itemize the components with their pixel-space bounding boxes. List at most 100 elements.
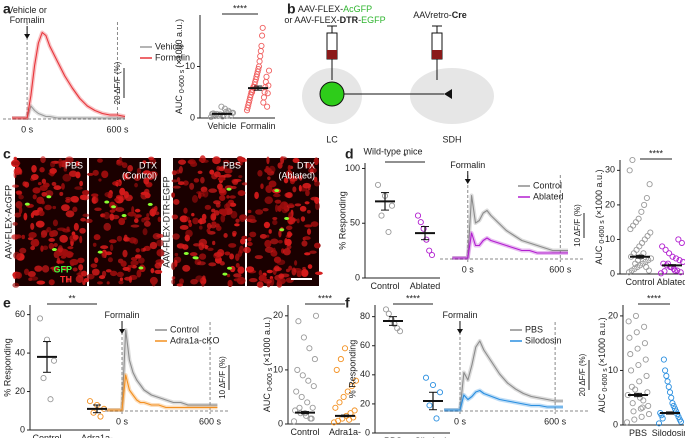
data-point xyxy=(629,400,636,407)
infected-cells xyxy=(319,81,345,107)
y-tick-label: 0 xyxy=(365,427,370,437)
cell xyxy=(94,257,99,264)
cell xyxy=(264,239,272,248)
cell xyxy=(300,216,306,222)
label-unit: (×1000 a.u.) xyxy=(597,317,607,366)
cell xyxy=(272,247,276,254)
data-point xyxy=(679,258,685,265)
cell xyxy=(313,176,318,183)
cell xyxy=(172,233,180,240)
trace xyxy=(452,232,568,259)
cell xyxy=(292,186,297,193)
cell xyxy=(270,238,279,245)
cell xyxy=(75,171,81,179)
data-point xyxy=(290,418,298,425)
data-point xyxy=(632,219,639,226)
cell xyxy=(171,192,176,198)
cell xyxy=(227,279,233,288)
cell xyxy=(190,278,198,285)
data-point xyxy=(642,356,649,363)
micrographs: PBS DTX(Control)PBS DTX(Ablated) xyxy=(11,155,323,288)
cell xyxy=(171,179,178,183)
cell xyxy=(68,170,78,177)
data-point xyxy=(671,405,678,412)
cell xyxy=(278,230,282,238)
legend-label: Silodosin xyxy=(525,335,562,345)
y-axis-label: AUC 0-600 s(×1000 a.u.) xyxy=(174,19,185,114)
y-axis-label: % Responding xyxy=(337,191,347,250)
axon-terminal xyxy=(444,89,452,99)
cell xyxy=(142,160,147,165)
cell xyxy=(101,251,106,259)
condition-label: PBS xyxy=(65,160,83,170)
gfp-cell xyxy=(138,266,144,270)
cell xyxy=(210,224,217,229)
cell xyxy=(207,247,214,251)
cell xyxy=(223,203,230,210)
cell xyxy=(115,207,125,213)
data-point xyxy=(433,415,440,422)
data-point xyxy=(97,413,104,420)
caption: Wild-type mice xyxy=(363,146,422,156)
cell xyxy=(300,269,309,278)
data-point xyxy=(669,253,676,260)
cell xyxy=(149,241,158,250)
cell xyxy=(48,279,55,286)
cell xyxy=(12,282,20,288)
cell xyxy=(92,169,99,176)
cell xyxy=(65,196,72,201)
cell xyxy=(124,194,133,202)
region-label: LC xyxy=(326,134,338,144)
cell xyxy=(59,234,68,243)
scale-bar-label: 10 ΔF/F (%) xyxy=(573,204,582,247)
data-point xyxy=(666,250,673,257)
data-point xyxy=(36,315,44,322)
cell xyxy=(294,203,302,207)
region-label: SDH xyxy=(442,134,461,144)
data-point xyxy=(628,367,635,374)
cell xyxy=(301,240,308,247)
gfp-cell xyxy=(121,214,127,218)
cell xyxy=(152,232,161,240)
cell xyxy=(223,173,232,178)
cell xyxy=(229,202,237,207)
cell xyxy=(235,218,240,223)
cell xyxy=(52,219,59,227)
cell xyxy=(287,216,296,225)
data-point xyxy=(263,73,270,80)
cell xyxy=(179,215,189,223)
cell xyxy=(258,269,263,277)
label-unit: (×1000 a.u.) xyxy=(174,19,184,68)
cell xyxy=(234,223,240,227)
cell xyxy=(127,164,134,172)
cell xyxy=(201,159,209,163)
y-axis-label: AUC 0-600 s(×1000 a.u.) xyxy=(262,317,273,412)
cell xyxy=(314,271,323,276)
gfp-cell xyxy=(222,272,228,276)
cell xyxy=(103,222,112,231)
cell xyxy=(129,264,134,268)
gfp-cell xyxy=(192,256,198,260)
cell xyxy=(116,235,123,242)
data-point xyxy=(378,212,385,219)
data-point xyxy=(661,268,668,275)
data-point xyxy=(670,402,677,409)
cell xyxy=(249,231,257,238)
cell xyxy=(81,270,88,277)
data-point xyxy=(666,389,674,396)
cell xyxy=(79,235,83,244)
data-point xyxy=(625,318,632,325)
cell xyxy=(201,283,205,287)
trace xyxy=(444,340,563,411)
cell xyxy=(72,234,79,240)
cell xyxy=(92,242,97,247)
cell xyxy=(178,159,187,165)
cell xyxy=(35,220,45,228)
cell xyxy=(191,195,198,203)
vector-label: AAVretro-Cre xyxy=(413,10,467,20)
data-point xyxy=(645,402,652,409)
trace xyxy=(444,389,563,411)
scale-bar-label: 20 ΔF/F (%) xyxy=(578,353,587,396)
cell xyxy=(119,187,126,196)
data-point xyxy=(641,323,648,330)
